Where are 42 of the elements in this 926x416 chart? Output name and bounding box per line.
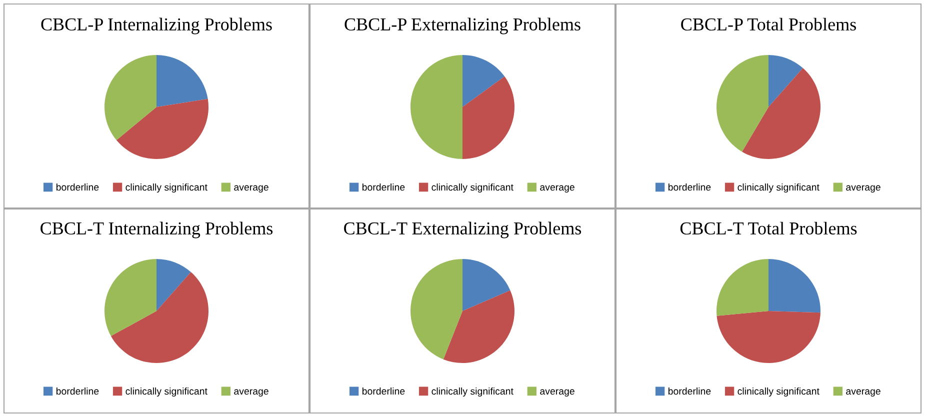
legend-label: clinically significant bbox=[432, 387, 514, 397]
legend-label: clinically significant bbox=[126, 183, 208, 193]
legend-label: clinically significant bbox=[738, 387, 820, 397]
chart-title: CBCL-T Total Problems bbox=[680, 222, 857, 235]
legend-label: average bbox=[234, 185, 268, 193]
legend-label: average bbox=[846, 389, 880, 397]
legend-label: average bbox=[846, 185, 880, 193]
legend-label: average bbox=[234, 389, 268, 397]
pie-slice bbox=[156, 259, 191, 311]
pie-slice bbox=[768, 259, 820, 313]
pie-slice bbox=[768, 55, 803, 107]
legend-label: borderline bbox=[362, 183, 405, 191]
chart-title: CBCL-T Internalizing Problems bbox=[40, 222, 273, 238]
legend-label: borderline bbox=[56, 387, 99, 395]
chart-title: CBCL-T Externalizing Problems bbox=[344, 222, 582, 238]
pie-slice bbox=[462, 55, 505, 107]
legend-label: borderline bbox=[56, 183, 99, 191]
pie-slice bbox=[443, 290, 514, 363]
legend-label: clinically significant bbox=[432, 183, 514, 193]
pie-slice bbox=[116, 98, 208, 159]
chart-title: CBCL-P Total Problems bbox=[681, 18, 856, 31]
legend-label: clinically significant bbox=[738, 183, 820, 193]
legend-label: average bbox=[540, 185, 574, 193]
pie-slice bbox=[410, 55, 462, 159]
legend-label: borderline bbox=[668, 387, 711, 395]
pie-slice bbox=[156, 55, 208, 107]
pie-slice bbox=[104, 55, 156, 140]
pie-slice bbox=[716, 259, 768, 316]
pie-slice bbox=[716, 311, 820, 363]
pie-slice bbox=[110, 272, 208, 363]
legend-label: borderline bbox=[668, 183, 711, 191]
pie-slice bbox=[104, 259, 156, 336]
legend-label: borderline bbox=[362, 387, 405, 395]
pie-slice bbox=[410, 259, 462, 360]
legend-label: average bbox=[540, 389, 574, 397]
pie-slice bbox=[462, 259, 510, 311]
chart-title: CBCL-P Externalizing Problems bbox=[344, 18, 580, 34]
chart-title: CBCL-P Internalizing Problems bbox=[41, 18, 272, 34]
legend-label: clinically significant bbox=[126, 387, 208, 397]
pie-slice bbox=[742, 68, 820, 159]
pie-slice bbox=[462, 76, 514, 159]
pie-slice bbox=[716, 55, 768, 152]
